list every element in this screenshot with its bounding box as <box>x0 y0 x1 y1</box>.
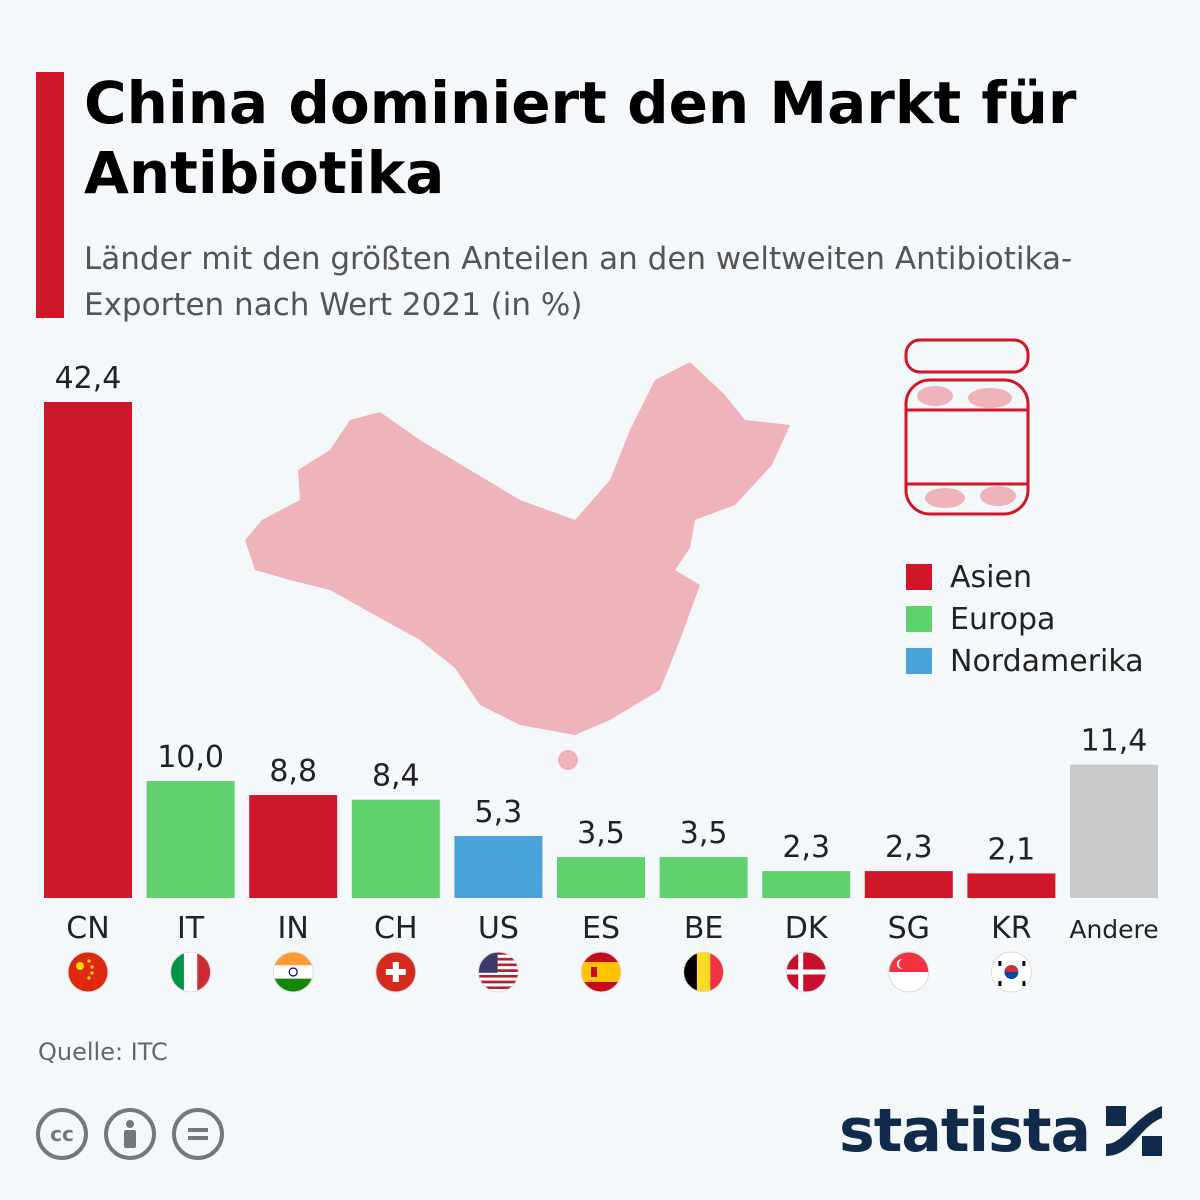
legend-item-north-america: Nordamerika <box>906 640 1144 682</box>
bar-it <box>146 781 235 898</box>
pill-jar-icon <box>904 338 1030 516</box>
category-label: IT <box>177 911 205 946</box>
belgium-flag-icon <box>683 951 725 993</box>
title-accent-bar <box>36 72 64 318</box>
category-label: CN <box>66 911 109 946</box>
bar-dk <box>762 871 851 898</box>
value-label: 8,4 <box>372 759 420 794</box>
china-map-icon <box>245 362 790 735</box>
value-label: 42,4 <box>55 361 122 396</box>
category-label: DK <box>785 911 829 946</box>
chart-title: China dominiert den Markt für Antibiotik… <box>84 69 1077 207</box>
legend-label: Europa <box>950 601 1056 637</box>
legend-label: Asien <box>950 559 1032 595</box>
india-flag-icon <box>272 951 314 993</box>
value-label: 11,4 <box>1081 724 1148 759</box>
value-label: 3,5 <box>680 816 728 851</box>
legend-swatch-europe <box>906 606 932 632</box>
legend-item-asia: Asien <box>906 556 1144 598</box>
bar-ch <box>351 799 440 898</box>
category-label: CH <box>374 911 418 946</box>
attribution-icon[interactable] <box>104 1108 156 1160</box>
italy-flag-icon <box>170 951 212 993</box>
value-label: 8,8 <box>269 754 317 789</box>
singapore-flag-icon <box>888 951 930 993</box>
statista-mark-icon <box>1106 1106 1162 1156</box>
legend-swatch-north-america <box>906 648 932 674</box>
bar-es <box>557 857 645 898</box>
bar-in <box>249 795 338 898</box>
legend-item-europe: Europa <box>906 598 1144 640</box>
category-label: KR <box>991 911 1032 946</box>
cc-icon[interactable]: cc <box>36 1108 88 1160</box>
legend-label: Nordamerika <box>950 643 1144 679</box>
legend: Asien Europa Nordamerika <box>906 556 1144 682</box>
category-label: ES <box>582 911 620 946</box>
hainan-island-icon <box>558 750 578 770</box>
bar-kr <box>967 873 1056 898</box>
no-derivatives-icon[interactable] <box>172 1108 224 1160</box>
brand-name: statista <box>838 1096 1091 1166</box>
bar-andere <box>1070 764 1158 898</box>
usa-flag-icon <box>477 951 519 993</box>
bar-us <box>454 836 543 898</box>
china-flag-icon <box>67 951 109 993</box>
value-label: 10,0 <box>157 740 224 775</box>
category-label: BE <box>684 911 724 946</box>
category-label: Andere <box>1069 915 1158 944</box>
category-label: SG <box>888 911 930 946</box>
value-label: 2,3 <box>782 830 830 865</box>
category-label: IN <box>278 911 309 946</box>
value-label: 2,1 <box>988 832 1036 867</box>
south-korea-flag-icon <box>990 951 1032 993</box>
chart-subtitle: Länder mit den größten Anteilen an den w… <box>84 241 1073 323</box>
bar-cn <box>44 402 132 898</box>
switzerland-flag-icon <box>375 951 417 993</box>
value-label: 3,5 <box>577 816 625 851</box>
bar-chart: 42,4 10,0 8,8 8,4 5,3 3,5 3,5 2,3 2,3 2,1 11,4 CN I… <box>44 338 1159 993</box>
value-label: 2,3 <box>885 830 933 865</box>
legend-swatch-asia <box>906 564 932 590</box>
license-icons[interactable]: cc <box>36 1108 224 1160</box>
bar-be <box>659 857 748 898</box>
statista-logo[interactable]: statista <box>839 1096 1164 1166</box>
source-note: Quelle: ITC <box>38 1038 168 1066</box>
category-label: US <box>478 911 519 946</box>
denmark-flag-icon <box>785 951 827 993</box>
spain-flag-icon <box>580 951 622 993</box>
bar-sg <box>864 871 953 898</box>
value-label: 5,3 <box>475 795 523 830</box>
